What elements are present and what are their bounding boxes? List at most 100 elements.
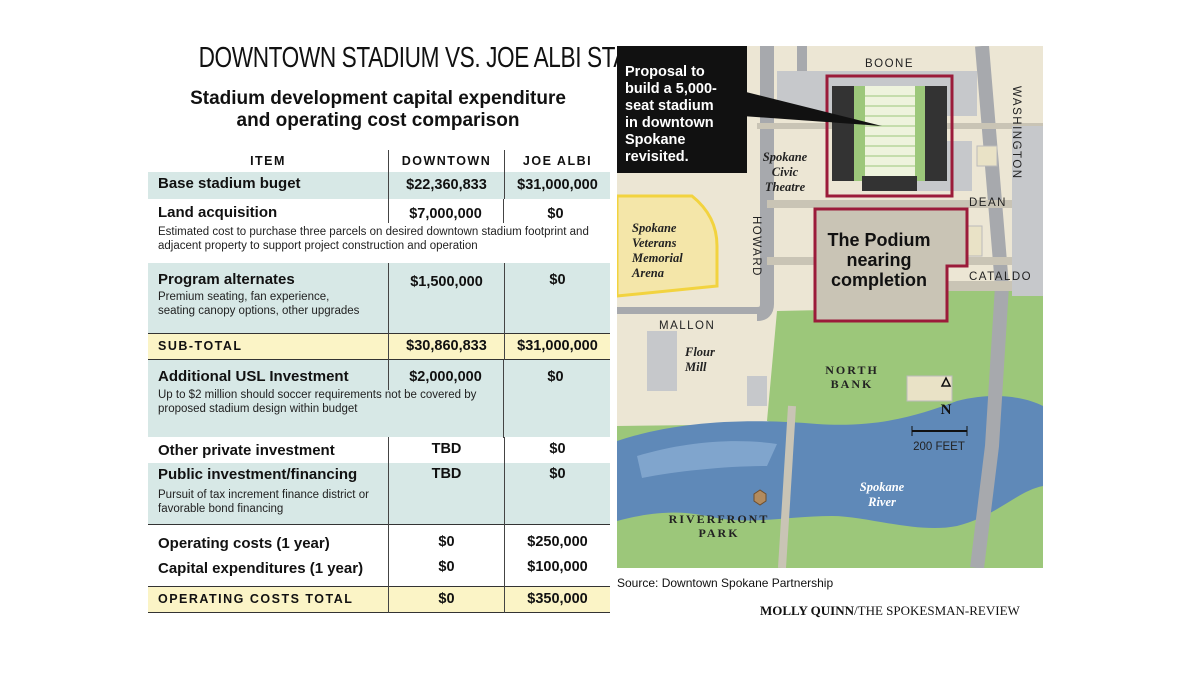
table-row: Land acquisition $7,000,000 $0 Estimated… [148,199,610,263]
joe-albi-value: $0 [549,272,566,288]
cost-comparison-table: ITEM DOWNTOWN JOE ALBI Base stadium buge… [148,150,610,613]
joe-albi-value: $100,000 [527,559,588,575]
joe-albi-value: $0 [549,441,566,457]
subhead-line-2: and operating cost comparison [236,110,520,131]
street-howard: HOWARD [750,216,762,277]
street-cataldo: CATALDO [969,271,1032,283]
row-label: Additional USL Investment [158,367,349,385]
source-line: Source: Downtown Spokane Partnership [617,576,834,590]
headline: DOWNTOWN STADIUM VS. JOE ALBI STADIUM [198,42,685,74]
table-row: Program alternates Premium seating, fan … [148,263,610,333]
joe-albi-value: $0 [547,206,564,222]
north-arrow-label: N [941,402,952,418]
svg-text:Arena: Arena [631,266,664,280]
table-header-row: ITEM DOWNTOWN JOE ALBI [148,150,610,172]
table-row: Operating costs (1 year) $0 $250,000 [148,524,610,552]
flour-mill-label: Flour Mill [684,345,715,374]
svg-text:BANK: BANK [831,377,874,391]
row-label: Capital expenditures (1 year) [158,560,364,577]
street-boone: BOONE [865,58,914,70]
svg-text:Flour: Flour [684,345,715,359]
svg-text:Mill: Mill [684,360,707,374]
downtown-value: $1,500,000 [410,274,483,290]
svg-text:Veterans: Veterans [632,236,677,250]
row-note: Up to $2 million should soccer requireme… [158,388,477,415]
river-label: Spokane River [860,480,905,509]
svg-text:NORTH: NORTH [825,363,879,377]
street-mallon: MALLON [659,320,715,332]
podium-label: The Podium nearing completion [828,230,931,290]
row-label: Land acquisition [158,204,278,221]
svg-text:Spokane: Spokane [632,221,677,235]
column-header: DOWNTOWN [388,150,505,172]
downtown-value: $0 [438,559,455,575]
downtown-value: TBD [431,466,462,482]
table-row: Public investment/financing Pursuit of t… [148,463,610,524]
joe-albi-value: $250,000 [527,533,588,550]
column-header: JOE ALBI [504,150,610,172]
table-row: Base stadium buget $22,360,833 $31,000,0… [148,172,610,199]
table-row: Additional USL Investment $2,000,000 $0 … [148,359,610,438]
row-label: Program alternates [158,271,295,288]
row-note: Pursuit of tax increment finance distric… [158,489,369,515]
street-dean: DEAN [969,197,1007,209]
spokane-river [617,396,1043,529]
credit-line: MOLLY QUINN/THE SPOKESMAN-REVIEW [760,603,1020,619]
svg-text:seat stadium: seat stadium [625,98,714,114]
subtotal-row: SUB-TOTAL $30,860,833 $31,000,000 [148,333,610,359]
downtown-value: TBD [431,441,462,457]
downtown-value: $0 [438,533,455,550]
joe-albi-value: $0 [547,368,564,385]
callout-text: Proposal to build a 5,000- seat stadium … [625,64,717,165]
svg-text:Theatre: Theatre [765,180,806,194]
subhead-line-1: Stadium development capital expenditure [190,88,566,109]
downtown-value: $22,360,833 [406,177,487,193]
proposed-stadium-outline [825,74,954,198]
column-header: ITEM [250,154,286,168]
site-map: Proposal to build a 5,000- seat stadium … [617,46,1043,568]
row-label: Other private investment [158,442,335,459]
downtown-value: $7,000,000 [409,206,482,222]
svg-text:build a 5,000-: build a 5,000- [625,81,717,97]
scale-bar-label: 200 FEET [913,441,965,453]
street-washington: WASHINGTON [1010,86,1022,180]
svg-text:River: River [867,495,896,509]
callout-box [617,46,747,173]
row-note: Premium seating, fan experience, seating… [158,291,360,317]
svg-text:RIVERFRONT: RIVERFRONT [669,512,770,526]
veterans-arena-outline [617,194,719,298]
total-row: OPERATING COSTS TOTAL $0 $350,000 [148,586,610,612]
svg-text:completion: completion [831,270,927,290]
credit-org: /THE SPOKESMAN-REVIEW [854,603,1020,618]
svg-text:The Podium: The Podium [828,230,931,250]
row-label: Base stadium buget [158,175,301,192]
arena-label: Spokane Veterans Memorial Arena [631,221,683,280]
joe-albi-value: $350,000 [527,591,588,607]
svg-text:revisited.: revisited. [625,149,689,165]
north-bank-label: NORTH BANK [825,363,879,391]
row-label: OPERATING COSTS TOTAL [158,592,354,606]
row-note: Estimated cost to purchase three parcels… [158,226,589,252]
svg-text:PARK: PARK [698,526,739,540]
podium-outline [813,207,969,323]
joe-albi-value: $31,000,000 [517,338,598,354]
downtown-value: $0 [438,591,455,607]
svg-text:Proposal to: Proposal to [625,64,705,80]
downtown-value: $30,860,833 [406,338,487,354]
downtown-value: $2,000,000 [409,368,482,385]
row-label: Operating costs (1 year) [158,534,330,552]
svg-text:Spokane: Spokane [860,480,905,494]
svg-text:Spokane: Spokane [763,150,808,164]
row-label: SUB-TOTAL [158,339,243,353]
table-row: Other private investment TBD $0 [148,437,610,463]
svg-text:Spokane: Spokane [625,132,685,148]
svg-text:Civic: Civic [772,165,799,179]
svg-text:Memorial: Memorial [631,251,683,265]
civic-theatre-label: Spokane Civic Theatre [763,150,808,194]
svg-text:nearing: nearing [846,250,911,270]
riverfront-park-label: RIVERFRONT PARK [669,512,770,540]
svg-text:in downtown: in downtown [625,115,714,131]
joe-albi-value: $31,000,000 [517,177,598,193]
joe-albi-value: $0 [549,466,566,482]
table-row: Capital expenditures (1 year) $0 $100,00… [148,552,610,586]
